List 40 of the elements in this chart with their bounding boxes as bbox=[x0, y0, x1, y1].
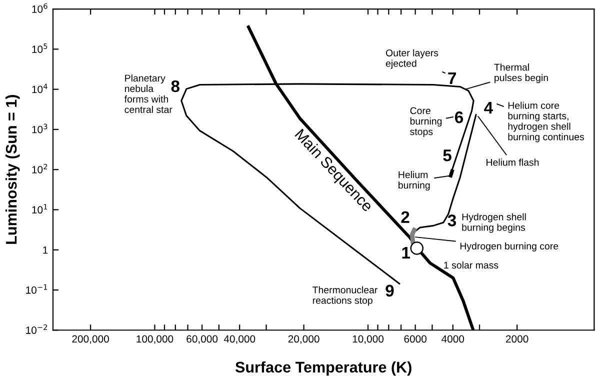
y-tick-label: 10$^{3}$ bbox=[32, 124, 48, 134]
y-axis-title: Luminosity (Sun = 1) bbox=[6, 95, 20, 244]
annotation: 3 bbox=[448, 214, 456, 226]
x-tick-label: 20,000 bbox=[288, 335, 320, 344]
annotation: 1 solar mass bbox=[444, 261, 498, 269]
annotation: Helium core burning starts, hydrogen shell burning continues bbox=[508, 102, 584, 142]
x-axis-title: Surface Temperature (K) bbox=[235, 361, 412, 376]
annotation: Hydrogen shell burning begins bbox=[462, 213, 526, 233]
x-tick-label: 6000 bbox=[404, 335, 426, 343]
y-tick-label: 10$^{−2}$ bbox=[26, 324, 48, 334]
x-tick-label: 100,000 bbox=[136, 335, 174, 344]
x-tick-label: 10,000 bbox=[352, 335, 384, 344]
y-tick-label: 1 bbox=[43, 246, 48, 254]
x-tick-label: 60,000 bbox=[186, 335, 218, 344]
annotation: 7 bbox=[448, 72, 456, 84]
annotation: Thermal pulses begin bbox=[494, 64, 548, 84]
x-tick-label: 40,000 bbox=[224, 335, 256, 344]
annotation: Outer layers ejected bbox=[386, 49, 438, 69]
y-tick-label: 10$^{6}$ bbox=[32, 3, 48, 13]
y-tick-label: 10$^{5}$ bbox=[32, 44, 48, 53]
annotation: Hydrogen burning core bbox=[460, 242, 558, 252]
annotation: 1 bbox=[402, 247, 410, 258]
y-tick-label: 10$^{4}$ bbox=[32, 84, 48, 94]
y-tick-label: 10$^{2}$ bbox=[32, 164, 48, 174]
annotation: Helium burning bbox=[398, 171, 430, 191]
x-tick-label: 4000 bbox=[442, 335, 464, 343]
x-tick-label: 200,000 bbox=[72, 335, 109, 344]
annotation: Planetary nebula forms with central star bbox=[124, 74, 172, 114]
x-tick-label: 2000 bbox=[506, 335, 528, 343]
annotation: Thermonuclear reactions stop bbox=[312, 286, 378, 306]
annotation: Helium flash bbox=[486, 158, 539, 166]
annotation: 6 bbox=[454, 111, 464, 124]
annotation: 2 bbox=[401, 211, 410, 223]
y-tick-label: 10$^{−1}$ bbox=[26, 284, 48, 294]
annotation: 5 bbox=[443, 150, 452, 162]
annotation: 4 bbox=[484, 102, 494, 114]
annotation: 9 bbox=[386, 284, 394, 297]
annotation: 8 bbox=[171, 80, 180, 92]
annotation: Core burning stops bbox=[410, 107, 442, 138]
y-tick-label: 10$^{1}$ bbox=[32, 204, 48, 214]
